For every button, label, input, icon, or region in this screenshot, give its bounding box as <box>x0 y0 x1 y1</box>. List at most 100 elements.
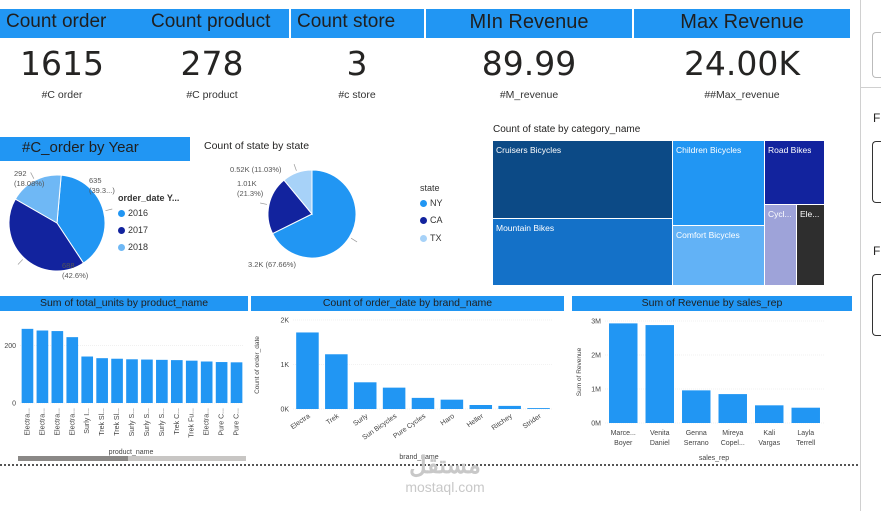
treemap-cell-comfort[interactable]: Comfort Bicycles <box>673 226 764 285</box>
revenue-rep-xtick-5-line2: Terrell <box>796 440 816 447</box>
kpi-sub-min-revenue: #M_revenue <box>499 89 559 101</box>
orders-year-label-value-1: 688 <box>62 261 75 270</box>
revenue-rep-xtick-4-line1: Kali <box>763 430 775 437</box>
treemap-cell-electric[interactable]: Ele... <box>797 205 824 285</box>
kpi-sub-max-revenue: ##Max_revenue <box>704 89 780 101</box>
filter-pane-top-box[interactable] <box>872 32 881 78</box>
revenue-rep-bar-0[interactable] <box>609 323 638 423</box>
scrollbar-thumb[interactable] <box>18 456 128 461</box>
page-separator <box>0 464 858 466</box>
revenue-rep-bar-3[interactable] <box>718 394 747 423</box>
state-slice-ca[interactable] <box>267 179 313 235</box>
state-slice-ny[interactable] <box>271 169 357 259</box>
units-product-bar-0[interactable] <box>21 328 34 403</box>
legend-item-tx[interactable]: TX <box>420 233 442 243</box>
treemap-cell-cyclocross[interactable]: Cycl... <box>765 205 796 285</box>
units-product-bar-13[interactable] <box>215 362 228 403</box>
orders-brand-bar-8[interactable] <box>527 408 550 409</box>
legend-item-ca[interactable]: CA <box>420 215 443 225</box>
revenue-by-rep-chart[interactable]: 3M 2M 1M 0M Marce... Boyer Venita Daniel Genna Se… <box>572 312 857 462</box>
legend-label-ca: CA <box>430 215 443 225</box>
units-product-bar-9[interactable] <box>156 359 168 403</box>
treemap-label-road: Road Bikes <box>768 145 812 155</box>
treemap-cell-children[interactable]: Children Bicycles <box>673 141 764 225</box>
kpi-value-count-order: 1615 <box>20 44 104 83</box>
kpi-title-count-store: Count store <box>291 9 424 38</box>
revenue-rep-bar-5[interactable] <box>791 407 820 423</box>
units-by-product-chart[interactable]: 200 0 Electra... Electra... Electra... Electr… <box>0 312 250 464</box>
treemap-cell-cruisers[interactable]: Cruisers Bicycles <box>493 141 672 218</box>
state-pie[interactable]: 3.2K (67.66%) 1.01K(21.3%) 0.52K (11.03%) <box>200 152 410 277</box>
revenue-rep-bar-4[interactable] <box>755 405 784 423</box>
units-product-bar-1[interactable] <box>36 330 49 403</box>
revenue-rep-bar-1[interactable] <box>645 325 674 423</box>
legend-label-ny: NY <box>430 198 443 208</box>
orders-brand-bar-7[interactable] <box>498 405 521 410</box>
orders-brand-xtick-2: Surly <box>352 413 369 428</box>
revenue-rep-ytick-2: 1M <box>591 387 601 394</box>
legend-item-2016[interactable]: 2016 <box>118 208 148 218</box>
units-product-bar-2[interactable] <box>51 331 64 403</box>
units-product-bar-8[interactable] <box>141 359 153 403</box>
orders-brand-xtick-4: Pure Cycles <box>392 413 427 441</box>
orders-brand-bar-1[interactable] <box>325 354 348 409</box>
treemap-cell-road[interactable]: Road Bikes <box>765 141 824 204</box>
units-product-xtick-14: Pure C... <box>234 408 241 436</box>
orders-year-slice-2017[interactable] <box>8 198 85 272</box>
filter-label-2: F <box>873 244 881 258</box>
orders-brand-bar-6[interactable] <box>469 405 493 409</box>
units-product-bar-5[interactable] <box>96 358 108 403</box>
units-product-bar-11[interactable] <box>185 360 198 403</box>
treemap-cell-mountain[interactable]: Mountain Bikes <box>493 219 672 285</box>
legend-label-2016: 2016 <box>128 208 149 218</box>
units-product-xtick-9: Surly S... <box>159 408 166 436</box>
legend-item-ny[interactable]: NY <box>420 198 443 208</box>
orders-brand-bar-2[interactable] <box>353 382 377 409</box>
revenue-rep-xtick-5-line1: Layla <box>797 430 814 437</box>
state-leader-1 <box>260 202 268 205</box>
kpi-title-count-product: Count product <box>145 9 289 38</box>
filter-card-1[interactable] <box>872 141 881 203</box>
state-slice-tx[interactable] <box>283 169 313 216</box>
kpi-value-max-revenue: 24.00K <box>683 44 801 83</box>
units-product-xtick-5: Trek Sl... <box>99 408 106 436</box>
revenue-rep-bar-2[interactable] <box>682 390 711 423</box>
kpi-sub-count-product: #C product <box>186 89 238 101</box>
orders-brand-xtick-5: Haro <box>440 413 457 427</box>
watermark-latin: mostaql.com <box>405 479 485 495</box>
orders-brand-bar-4[interactable] <box>411 397 435 410</box>
orders-year-label-pct-0: (39.3...) <box>89 186 115 195</box>
filter-pane[interactable]: F F <box>860 0 881 511</box>
legend-dot-ny <box>420 200 427 207</box>
kpi-value-count-product: 278 <box>180 44 244 83</box>
units-product-xtick-7: Surly S... <box>129 408 136 436</box>
units-product-bar-14[interactable] <box>230 362 243 403</box>
scrollbar-track[interactable] <box>18 456 246 461</box>
units-product-bar-7[interactable] <box>126 359 138 403</box>
kpi-value-count-store: 3 <box>346 44 368 83</box>
filter-card-2[interactable] <box>872 274 881 336</box>
units-product-bar-10[interactable] <box>170 360 183 403</box>
orders-brand-ytick-0: 2K <box>280 318 289 325</box>
orders-brand-bar-0[interactable] <box>296 332 319 409</box>
orders-year-slice-2018[interactable] <box>14 174 62 224</box>
revenue-rep-ytick-1: 2M <box>591 352 601 359</box>
orders-by-year-title: #C_order by Year <box>0 137 190 161</box>
orders-brand-xlabel: brand_name <box>399 454 438 461</box>
units-product-bar-4[interactable] <box>81 356 94 403</box>
orders-by-year-pie[interactable]: 635(39.3...) 688(42.6%) 292(18.08%) <box>0 163 200 288</box>
orders-year-leader-2 <box>30 172 35 179</box>
orders-brand-bar-5[interactable] <box>440 399 464 409</box>
orders-brand-bar-3[interactable] <box>382 387 406 409</box>
units-product-bar-6[interactable] <box>111 358 123 403</box>
legend-item-2018[interactable]: 2018 <box>118 242 148 252</box>
units-product-bar-12[interactable] <box>200 361 213 404</box>
legend-item-2017[interactable]: 2017 <box>118 225 148 235</box>
revenue-rep-xtick-0-line1: Marce... <box>611 430 636 437</box>
state-pie-title: Count of state by state <box>204 140 310 152</box>
orders-year-label-value-0: 635 <box>89 176 102 185</box>
units-product-bar-3[interactable] <box>66 337 79 403</box>
units-product-ytick-1: 0 <box>12 401 16 408</box>
treemap-label-cruisers: Cruisers Bicycles <box>496 145 562 155</box>
